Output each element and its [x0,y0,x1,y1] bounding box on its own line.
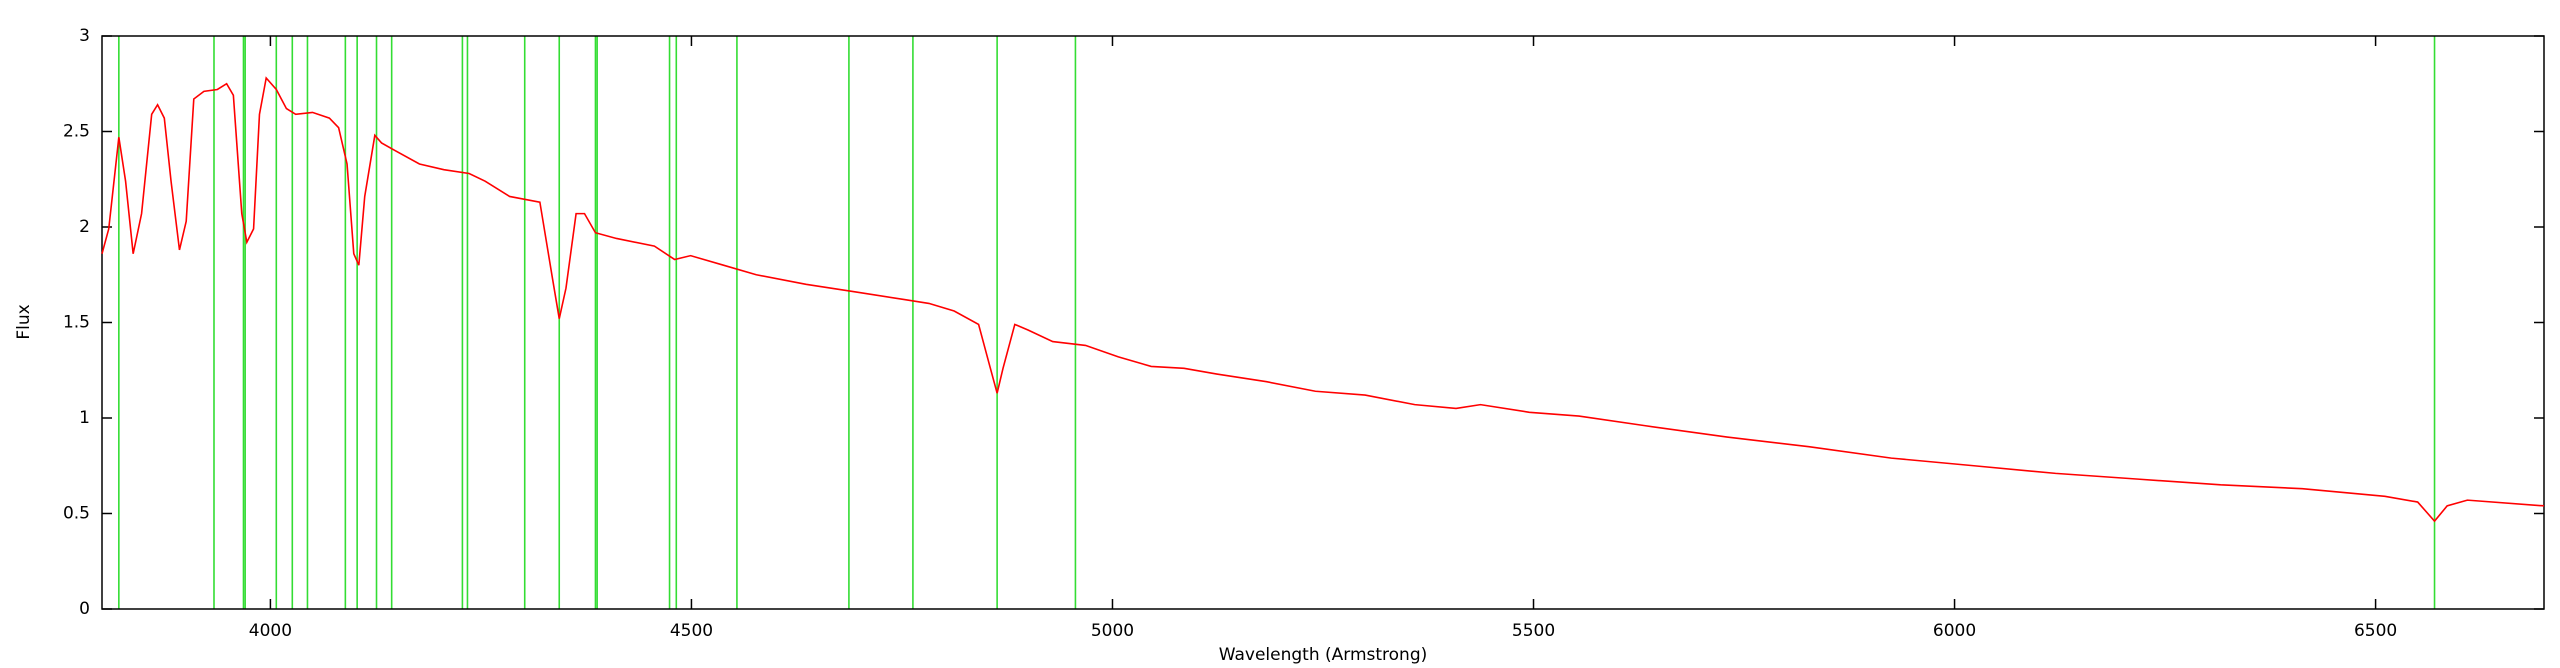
y-tick-label: 2.5 [63,122,90,142]
x-axis-label: Wavelength (Armstrong) [1219,645,1428,665]
y-tick-label: 3 [79,26,90,46]
y-tick-label: 1 [79,408,90,428]
spectrum-line [101,76,2545,523]
y-tick-label: 1.5 [63,313,90,333]
y-tick-label: 0 [79,599,90,619]
y-tick-label: 0.5 [63,504,90,524]
x-tick-label: 6000 [1933,621,1976,641]
x-tick-label: 6500 [2354,621,2397,641]
x-tick-label: 5000 [1091,621,1134,641]
x-tick-label: 5500 [1512,621,1555,641]
plot-frame [101,35,2545,610]
x-tick-label: 4500 [670,621,713,641]
x-tick-label: 4000 [249,621,292,641]
y-axis-label: Flux [14,304,34,339]
y-tick-label: 2 [79,217,90,237]
